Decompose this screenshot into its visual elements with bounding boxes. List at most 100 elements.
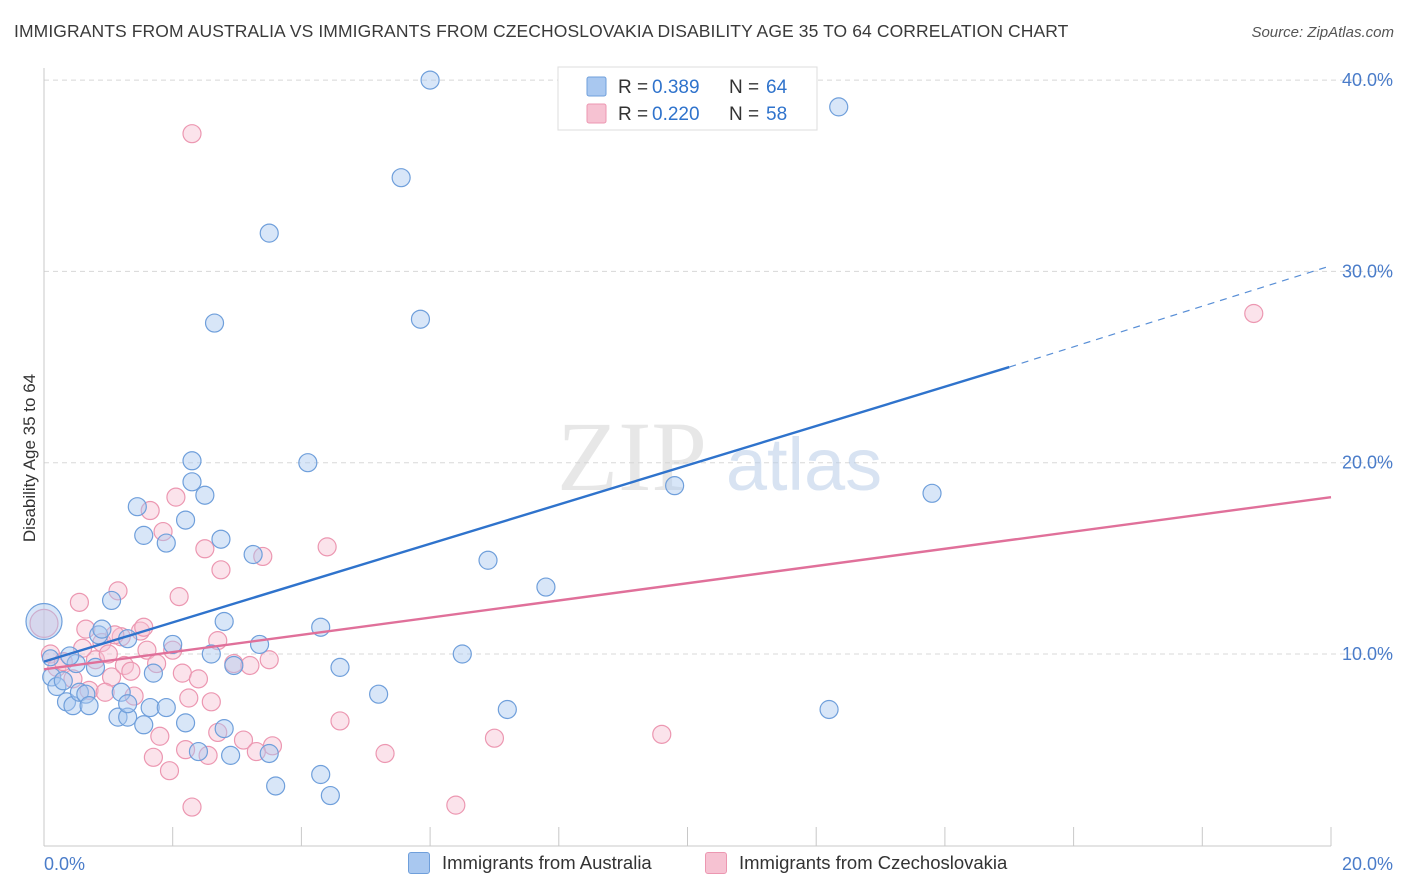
blue-point-52	[536, 577, 556, 597]
blue-series-points	[25, 70, 942, 806]
blue-point-25	[175, 510, 196, 530]
pink-point-37	[201, 692, 221, 712]
pink-point-41	[233, 730, 254, 750]
pink-point-44	[259, 650, 279, 670]
blue-point-60	[156, 697, 176, 718]
pink-point-34	[188, 669, 209, 689]
pink-point-20	[140, 500, 160, 521]
watermark-atlas: atlas	[726, 423, 882, 506]
pink-point-23	[150, 726, 170, 746]
pink-point-51	[652, 724, 672, 744]
bottom-legend: Immigrants from Australia Immigrants fro…	[0, 848, 1406, 882]
blue-point-49	[452, 644, 472, 664]
pink-trend-line	[43, 495, 1332, 671]
blue-point-43	[320, 785, 340, 806]
blue-point-0	[25, 602, 63, 641]
pink-point-29	[172, 663, 192, 683]
blue-point-53	[665, 476, 685, 496]
legend-n-value-pink: 58	[766, 104, 787, 125]
pink-point-54	[95, 682, 115, 702]
legend-r-label-blue: R =	[618, 77, 648, 98]
blue-point-37	[243, 544, 263, 565]
blue-point-61	[118, 694, 138, 714]
blue-point-30	[201, 644, 221, 664]
pink-point-5	[69, 592, 89, 612]
blue-point-21	[140, 697, 160, 718]
blue-point-46	[391, 168, 411, 188]
chart-title: IMMIGRANTS FROM AUSTRALIA VS IMMIGRANTS …	[14, 21, 1069, 41]
legend-r-value-pink: 0.220	[652, 104, 700, 125]
blue-point-27	[182, 451, 202, 471]
legend-n-label-pink: N =	[729, 104, 759, 125]
pink-point-28	[169, 587, 189, 607]
blue-trend-line	[43, 365, 1010, 663]
blue-point-55	[829, 97, 849, 117]
blue-point-39	[259, 223, 279, 243]
y-tick-label-30: 30.0%	[1342, 261, 1393, 281]
chart-source: Source: ZipAtlas.com	[1251, 24, 1394, 41]
pink-point-39	[211, 560, 231, 580]
y-tick-label-20: 20.0%	[1342, 453, 1393, 473]
pink-point-49	[446, 795, 466, 815]
pink-point-50	[484, 728, 505, 748]
blue-point-47	[410, 309, 431, 329]
blue-point-15	[111, 682, 131, 702]
pink-point-33	[182, 797, 202, 817]
blue-point-34	[214, 719, 234, 739]
pink-point-32	[182, 124, 202, 144]
blue-point-23	[156, 533, 176, 553]
watermark-zip: ZIP	[557, 401, 707, 512]
legend-r-label-pink: R =	[618, 104, 648, 125]
legend-swatch-pink	[586, 103, 607, 124]
pink-point-0	[29, 608, 59, 638]
blue-point-26	[175, 713, 196, 733]
legend-n-value-blue: 64	[766, 77, 788, 98]
legend-n-label-blue: N =	[729, 77, 759, 98]
blue-point-41	[298, 453, 318, 473]
pink-point-35	[195, 539, 215, 559]
blue-point-18	[127, 497, 147, 517]
x-tick-label-20: 20.0%	[1342, 854, 1393, 874]
tick-labels: 10.0% 20.0% 30.0% 40.0% 0.0% 20.0%	[44, 70, 1393, 874]
blue-point-50	[478, 550, 498, 570]
pink-point-16	[124, 686, 144, 706]
pink-point-36	[198, 745, 218, 765]
legend-swatch-blue	[586, 76, 607, 97]
pink-point-10	[98, 644, 118, 664]
blue-point-17	[118, 707, 138, 727]
blue-point-20	[134, 715, 154, 735]
blue-point-35	[224, 655, 244, 676]
blue-point-36	[221, 745, 241, 765]
y-axis-label: Disability Age 35 to 64	[20, 374, 39, 542]
pink-point-25	[159, 761, 180, 781]
pink-point-27	[166, 487, 186, 507]
pink-point-24	[153, 521, 173, 542]
blue-point-58	[259, 743, 279, 764]
blue-point-40	[266, 776, 286, 796]
bottom-legend-item-australia: Immigrants from Australia	[408, 852, 652, 874]
blue-point-19	[134, 525, 154, 545]
blue-point-4	[53, 671, 73, 691]
bottom-legend-item-czechoslovakia: Immigrants from Czechoslovakia	[705, 852, 1007, 874]
pink-point-48	[375, 743, 395, 764]
blue-point-32	[211, 529, 231, 549]
blue-point-12	[92, 619, 112, 639]
blue-point-44	[330, 657, 350, 677]
axes	[43, 68, 1332, 847]
blue-point-31	[204, 313, 225, 333]
blue-point-38	[249, 634, 270, 655]
blue-point-10	[79, 696, 99, 716]
legend-r-value-blue: 0.389	[652, 77, 700, 98]
pink-point-15	[121, 661, 141, 681]
blue-point-48	[420, 70, 440, 90]
y-tick-label-40: 40.0%	[1342, 70, 1393, 90]
blue-point-24	[163, 634, 183, 655]
x-tick-label-0: 0.0%	[44, 854, 85, 874]
blue-trend-extension	[1009, 265, 1332, 368]
blue-point-59	[188, 741, 209, 762]
blue-point-13	[101, 590, 122, 611]
bottom-legend-label-czechoslovakia: Immigrants from Czechoslovakia	[739, 852, 1008, 873]
pink-point-52	[1244, 303, 1264, 324]
pink-point-31	[179, 688, 199, 708]
bottom-legend-label-australia: Immigrants from Australia	[442, 852, 652, 873]
